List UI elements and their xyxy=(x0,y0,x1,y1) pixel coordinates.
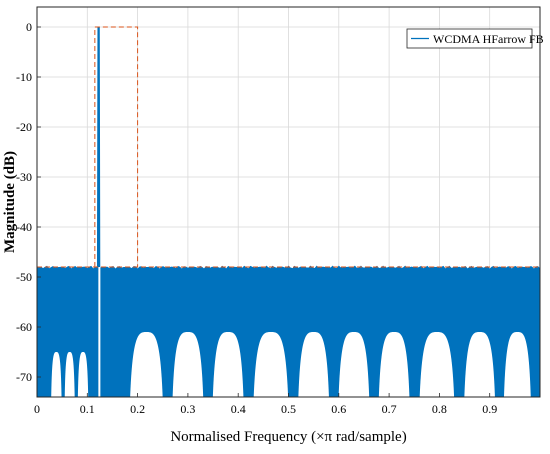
y-tick-label: -30 xyxy=(16,170,32,184)
y-tick-label: -60 xyxy=(16,320,32,334)
legend: WCDMA HFarrow FB xyxy=(406,28,544,49)
response-fill-layer xyxy=(37,26,540,397)
y-tick-label: -50 xyxy=(16,270,32,284)
y-tick-label: -10 xyxy=(16,70,32,84)
x-tick-label: 0.4 xyxy=(231,402,246,416)
stopband-lobe-gap xyxy=(253,332,289,397)
legend-box xyxy=(406,28,533,49)
x-axis-ticks: 0 0.1 0.2 0.3 0.4 0.5 0.6 0.7 0.8 0.9 xyxy=(34,393,497,416)
x-tick-label: 0.3 xyxy=(180,402,195,416)
stopband-lobe-gap xyxy=(212,332,244,397)
stopband-lobe-gap xyxy=(77,352,89,397)
x-tick-label: 0.8 xyxy=(432,402,447,416)
stopband-lobe-gap xyxy=(419,332,455,397)
x-tick-label: 0.5 xyxy=(281,402,296,416)
mask-passband-outline xyxy=(94,26,139,267)
stopband-lobe-gap xyxy=(378,332,410,397)
x-tick-label: 0.2 xyxy=(130,402,145,416)
y-tick-label: -40 xyxy=(16,220,32,234)
x-tick-label: 0.7 xyxy=(382,402,397,416)
stopband-lobe-gap xyxy=(464,332,495,397)
passband-spike xyxy=(96,26,101,268)
y-tick-label: -20 xyxy=(16,120,32,134)
stopband-lobe-gap xyxy=(298,332,329,397)
stopband-lobe-gap xyxy=(130,332,163,397)
x-tick-label: 0 xyxy=(34,402,40,416)
mask-layer xyxy=(37,26,540,268)
y-tick-label: -70 xyxy=(16,370,32,384)
stopband-lobe-gap xyxy=(64,352,75,397)
stopband-lobe-gap xyxy=(172,332,204,397)
x-tick-label: 0.9 xyxy=(482,402,497,416)
legend-entry-label: WCDMA HFarrow FB xyxy=(433,32,544,46)
y-tick-label: 0 xyxy=(26,20,32,34)
stopband-lobe-gap xyxy=(503,332,531,397)
x-tick-label: 0.6 xyxy=(331,402,346,416)
x-tick-label: 0.1 xyxy=(80,402,95,416)
y-axis-label: Magnitude (dB) xyxy=(2,151,18,253)
stopband-fill xyxy=(37,265,540,397)
stopband-lobe-gap xyxy=(338,332,370,397)
x-axis-label: Normalised Frequency (×π rad/sample) xyxy=(170,429,406,445)
stopband-lobe-gap xyxy=(51,352,62,397)
y-axis-ticks: 0 -10 -20 -30 -40 -50 -60 -70 xyxy=(16,20,41,384)
